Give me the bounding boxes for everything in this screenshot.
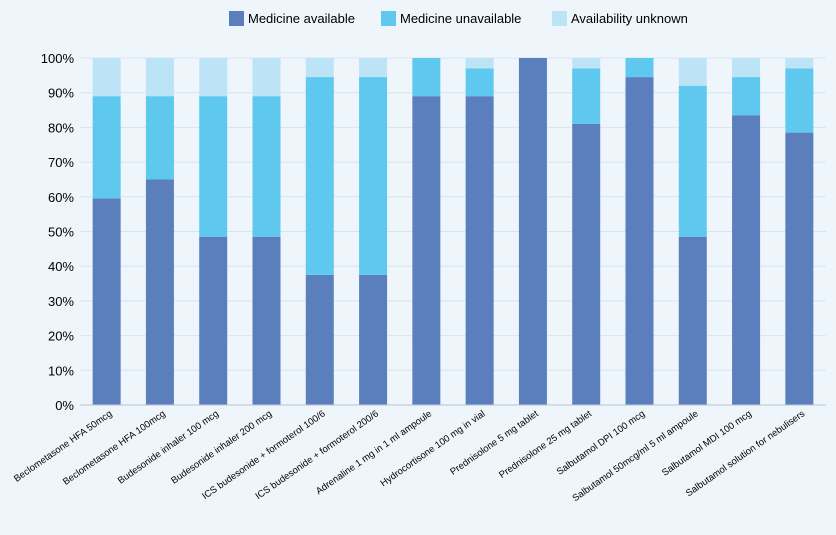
y-tick-label: 90% — [48, 86, 74, 101]
bar-segment — [572, 68, 601, 124]
legend-swatch — [229, 11, 244, 26]
bar-segment — [785, 132, 814, 406]
gridlines — [80, 57, 826, 371]
bar-segment — [572, 58, 601, 69]
x-category-label: Beclometasone HFA 50mcg — [12, 408, 114, 484]
bars — [92, 58, 814, 406]
y-tick-label: 30% — [48, 294, 74, 309]
bar-segment — [305, 77, 334, 275]
bar-segment — [678, 85, 707, 237]
bar-segment — [412, 96, 441, 406]
bar-segment — [572, 123, 601, 406]
bar-segment — [305, 274, 334, 405]
bar-segment — [92, 58, 121, 97]
y-tick-label: 0% — [55, 398, 74, 413]
bar-segment — [199, 58, 228, 97]
bar-segment — [625, 58, 654, 78]
bar-segment — [359, 274, 388, 405]
bar-segment — [678, 58, 707, 86]
bar-segment — [465, 58, 494, 69]
legend-swatch — [552, 11, 567, 26]
bar-segment — [518, 58, 547, 405]
y-tick-label: 80% — [48, 120, 74, 135]
y-tick-label: 50% — [48, 225, 74, 240]
bar-segment — [252, 236, 281, 405]
y-axis-ticks: 0% 10% 20% 30% 40% 50% 60% 70% 80% 90% 100% — [41, 51, 75, 413]
bar-segment — [145, 58, 174, 97]
bar-segment — [465, 68, 494, 97]
x-category-label: Prednisolone 5 mg tablet — [448, 408, 541, 477]
bar-segment — [625, 77, 654, 406]
bar-segment — [785, 58, 814, 69]
bar-segment — [305, 58, 334, 78]
bar-segment — [359, 77, 388, 275]
y-tick-label: 40% — [48, 259, 74, 274]
bar-segment — [145, 179, 174, 405]
bar-segment — [199, 236, 228, 405]
bar-segment — [145, 96, 174, 180]
x-category-label: Salbutamol DPI 100 mcg — [555, 408, 647, 477]
y-tick-label: 70% — [48, 155, 74, 170]
bar-segment — [785, 68, 814, 133]
x-category-label: Hydrocortisone 100 mg in vial — [379, 408, 488, 489]
bar-segment — [252, 96, 281, 237]
bar-segment — [678, 236, 707, 405]
bar-segment — [359, 58, 388, 78]
x-category-label: Beclometasone HFA 100mcg — [61, 408, 168, 487]
bar-segment — [465, 96, 494, 406]
legend-label: Availability unknown — [571, 11, 688, 26]
bar-segment — [92, 96, 121, 199]
x-category-label: Prednisolone 25 mg tablet — [497, 408, 594, 481]
bar-segment — [92, 198, 121, 405]
legend-label: Medicine available — [248, 11, 355, 26]
x-category-label: Budesonide inhaler 200 mcg — [169, 408, 274, 486]
bar-segment — [252, 58, 281, 97]
bar-segment — [732, 115, 761, 405]
y-tick-label: 60% — [48, 190, 74, 205]
x-category-label: Salbutamol MDI 100 mcg — [660, 408, 754, 478]
legend-label: Medicine unavailable — [400, 11, 521, 26]
legend: Medicine available Medicine unavailable Av… — [229, 11, 688, 26]
y-tick-label: 100% — [41, 51, 75, 66]
bar-segment — [412, 58, 441, 97]
y-tick-label: 20% — [48, 329, 74, 344]
x-category-label: Budesonide inhaler 100 mcg — [116, 408, 221, 486]
bar-segment — [199, 96, 228, 237]
bar-segment — [732, 58, 761, 78]
y-tick-label: 10% — [48, 363, 74, 378]
legend-swatch — [381, 11, 396, 26]
bar-segment — [732, 77, 761, 116]
